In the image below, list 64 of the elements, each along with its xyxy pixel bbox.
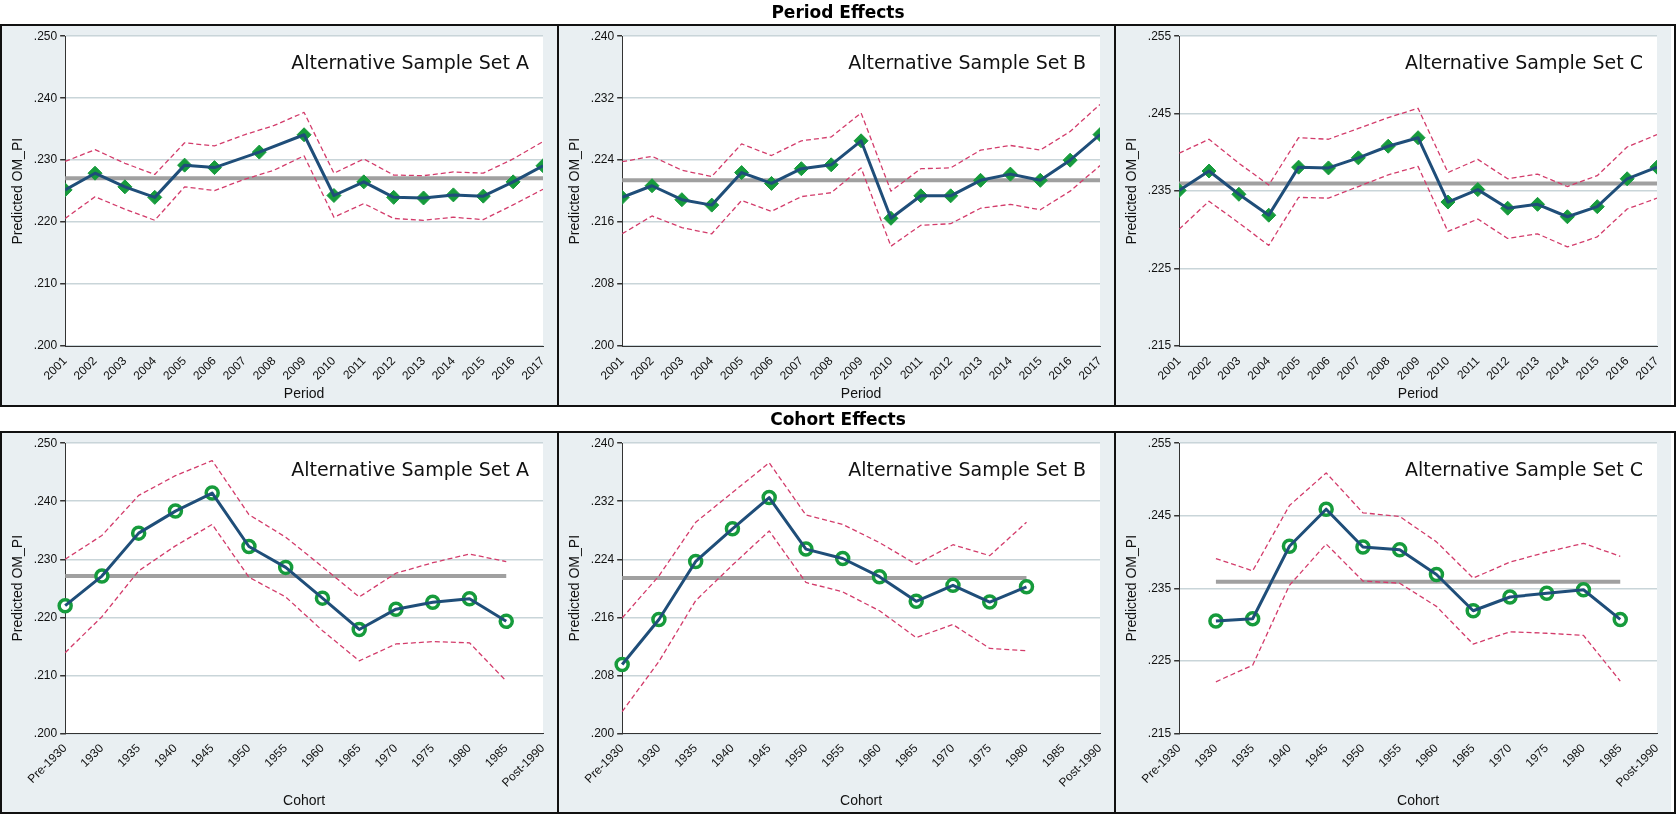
y-tick-label: .215: [1147, 338, 1172, 353]
y-axis-title: Predicted OM_PI: [566, 534, 583, 642]
y-tick-label: .224: [590, 152, 615, 167]
y-axis-title: Predicted OM_PI: [9, 534, 26, 642]
text: Alternative Sample Set B: [848, 457, 1086, 480]
y-tick-label: .250: [33, 435, 58, 450]
x-axis-title: Period: [840, 385, 882, 402]
line-series: [1179, 165, 1657, 248]
y-axis-title: Predicted OM_PI: [566, 137, 583, 245]
text: Alternative Sample Set C: [1404, 50, 1643, 73]
y-axis-title: Predicted OM_PI: [1123, 534, 1140, 642]
y-tick-label: .232: [590, 90, 615, 105]
y-tick-label: .225: [1147, 653, 1172, 668]
y-tick-label: .235: [1147, 580, 1172, 595]
y-tick-label: .200: [590, 338, 615, 353]
y-tick-label: .255: [1147, 28, 1172, 43]
line-series: [622, 103, 1100, 192]
y-tick-label: .224: [590, 551, 615, 566]
y-tick-label: .216: [590, 609, 615, 624]
line-series: [621, 530, 1028, 713]
line-series: [622, 164, 1100, 247]
chart-subtitle: Period Effects: [770, 1, 906, 24]
y-tick-label: .240: [33, 90, 58, 105]
line-series: [621, 462, 1028, 619]
y-tick-label: .225: [1147, 260, 1172, 275]
text: Alternative Sample Set C: [1404, 457, 1643, 480]
y-tick-label: .220: [33, 214, 58, 229]
y-tick-label: .216: [590, 214, 615, 229]
line-series: [64, 523, 507, 682]
text: Alternative Sample Set A: [291, 457, 529, 480]
y-axis-title: Predicted OM_PI: [9, 137, 26, 245]
y-tick-label: .208: [590, 276, 615, 291]
y-tick-label: .240: [590, 28, 615, 43]
line-series: [65, 111, 543, 177]
y-tick-label: .250: [33, 28, 58, 43]
y-tick-label: .200: [33, 725, 58, 740]
y-tick-label: .235: [1147, 183, 1172, 198]
x-axis-title: Period: [283, 385, 325, 402]
y-tick-label: .240: [33, 493, 58, 508]
line-series: [65, 155, 543, 221]
y-tick-label: .215: [1147, 725, 1172, 740]
text: Alternative Sample Set A: [291, 50, 529, 73]
x-axis-title: Cohort: [1397, 792, 1440, 809]
chart-subtitle: Cohort Effects: [769, 408, 907, 431]
y-tick-label: .232: [590, 493, 615, 508]
y-tick-label: .230: [33, 152, 58, 167]
y-tick-label: .230: [33, 551, 58, 566]
y-tick-label: .200: [590, 725, 615, 740]
y-tick-label: .208: [590, 667, 615, 682]
y-axis-title: Predicted OM_PI: [1123, 137, 1140, 245]
y-tick-label: .220: [33, 609, 58, 624]
x-axis-title: Cohort: [840, 792, 883, 809]
y-tick-label: .210: [33, 667, 58, 682]
text: Alternative Sample Set B: [848, 50, 1086, 73]
y-tick-label: .255: [1147, 435, 1172, 450]
y-tick-label: .245: [1147, 508, 1172, 523]
y-tick-label: .245: [1147, 106, 1172, 120]
x-axis-title: Period: [1397, 385, 1439, 402]
y-tick-label: .210: [33, 276, 58, 291]
x-axis-title: Cohort: [283, 792, 326, 809]
line-series: [1179, 107, 1657, 188]
line-series: [1215, 543, 1621, 683]
y-tick-label: .200: [33, 338, 58, 353]
y-tick-label: .240: [590, 435, 615, 450]
